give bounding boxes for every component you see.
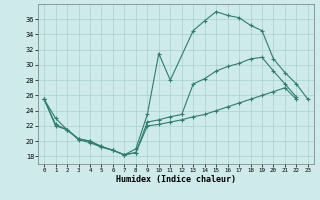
- X-axis label: Humidex (Indice chaleur): Humidex (Indice chaleur): [116, 175, 236, 184]
